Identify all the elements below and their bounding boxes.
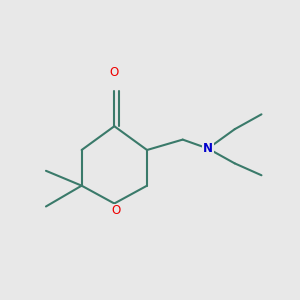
Text: N: N bbox=[203, 142, 213, 155]
Text: O: O bbox=[110, 66, 119, 79]
Text: O: O bbox=[111, 204, 120, 218]
